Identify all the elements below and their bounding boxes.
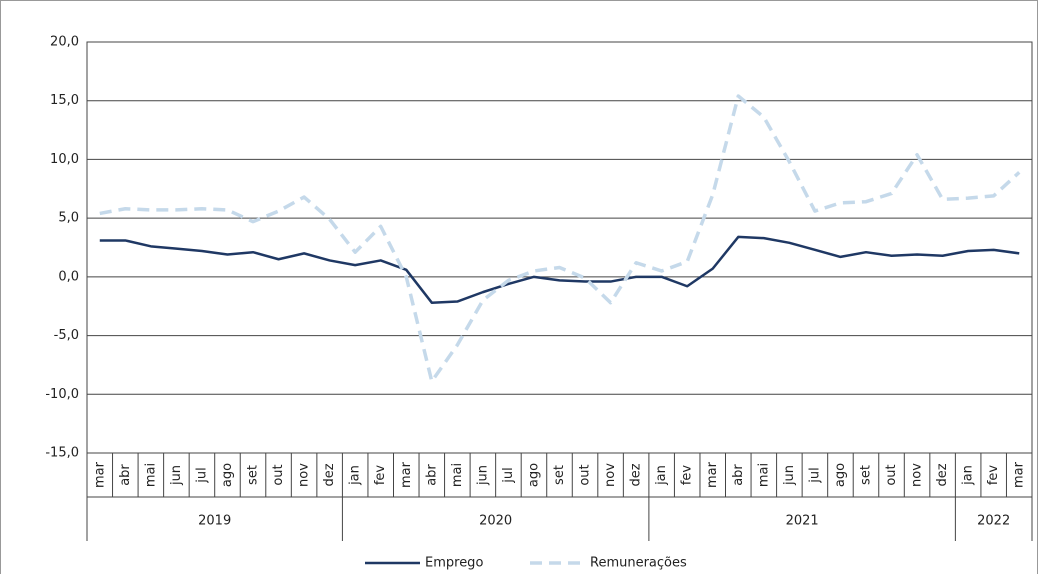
x-tick-label: set	[246, 465, 261, 485]
x-tick-label: mar	[1012, 461, 1027, 488]
y-tick-label: -5,0	[54, 328, 79, 343]
x-tick-label: fev	[680, 465, 695, 486]
y-tick-label: 5,0	[58, 211, 79, 226]
legend-label: Emprego	[425, 556, 483, 571]
x-tick-label: jan	[654, 465, 669, 486]
x-tick-label: dez	[322, 463, 337, 486]
series-line	[99, 94, 1021, 384]
series-line	[99, 235, 1020, 304]
x-tick-label: fev	[373, 465, 388, 486]
x-tick-label: nov	[603, 463, 618, 487]
x-tick-label: jan	[961, 465, 976, 486]
x-tick-label: ago	[220, 463, 235, 487]
x-tick-label: jan	[348, 465, 363, 486]
x-tick-label: jul	[194, 467, 209, 483]
x-tick-label: ago	[833, 463, 848, 487]
x-tick-label: set	[552, 465, 567, 485]
x-tick-label: mar	[705, 461, 720, 488]
y-tick-label: -15,0	[45, 446, 79, 461]
x-tick-label: dez	[629, 463, 644, 486]
x-tick-label: nov	[297, 463, 312, 487]
x-tick-label: abr	[118, 464, 133, 486]
x-tick-label: set	[858, 465, 873, 485]
x-tick-label: abr	[424, 464, 439, 486]
legend-label: Remunerações	[590, 556, 687, 571]
x-tick-label: mar	[399, 461, 414, 488]
y-tick-label: 10,0	[50, 152, 79, 167]
plot-border	[86, 41, 1033, 454]
y-tick-label: 20,0	[50, 35, 79, 50]
group-label: 2022	[977, 514, 1010, 529]
x-tick-label: ago	[526, 463, 541, 487]
group-label: 2019	[198, 514, 231, 529]
x-tick-label: jun	[782, 465, 797, 486]
x-tick-label: jul	[807, 467, 822, 483]
y-tick-label: 0,0	[58, 269, 79, 284]
x-tick-label: abr	[731, 464, 746, 486]
x-tick-label: jul	[501, 467, 516, 483]
x-tick-label: mai	[450, 463, 465, 487]
group-label: 2020	[479, 514, 512, 529]
x-tick-label: mar	[92, 461, 107, 488]
x-tick-label: mai	[756, 463, 771, 487]
group-label: 2021	[786, 514, 819, 529]
x-tick-label: out	[884, 464, 899, 485]
x-tick-label: dez	[935, 463, 950, 486]
x-tick-label: nov	[910, 463, 925, 487]
x-tick-label: out	[271, 464, 286, 485]
x-tick-label: fev	[986, 465, 1001, 486]
x-tick-label: out	[578, 464, 593, 485]
y-tick-label: 15,0	[50, 93, 79, 108]
x-tick-label: jun	[169, 465, 184, 486]
y-tick-label: -10,0	[45, 387, 79, 402]
x-tick-label: mai	[143, 463, 158, 487]
x-tick-label: jun	[475, 465, 490, 486]
